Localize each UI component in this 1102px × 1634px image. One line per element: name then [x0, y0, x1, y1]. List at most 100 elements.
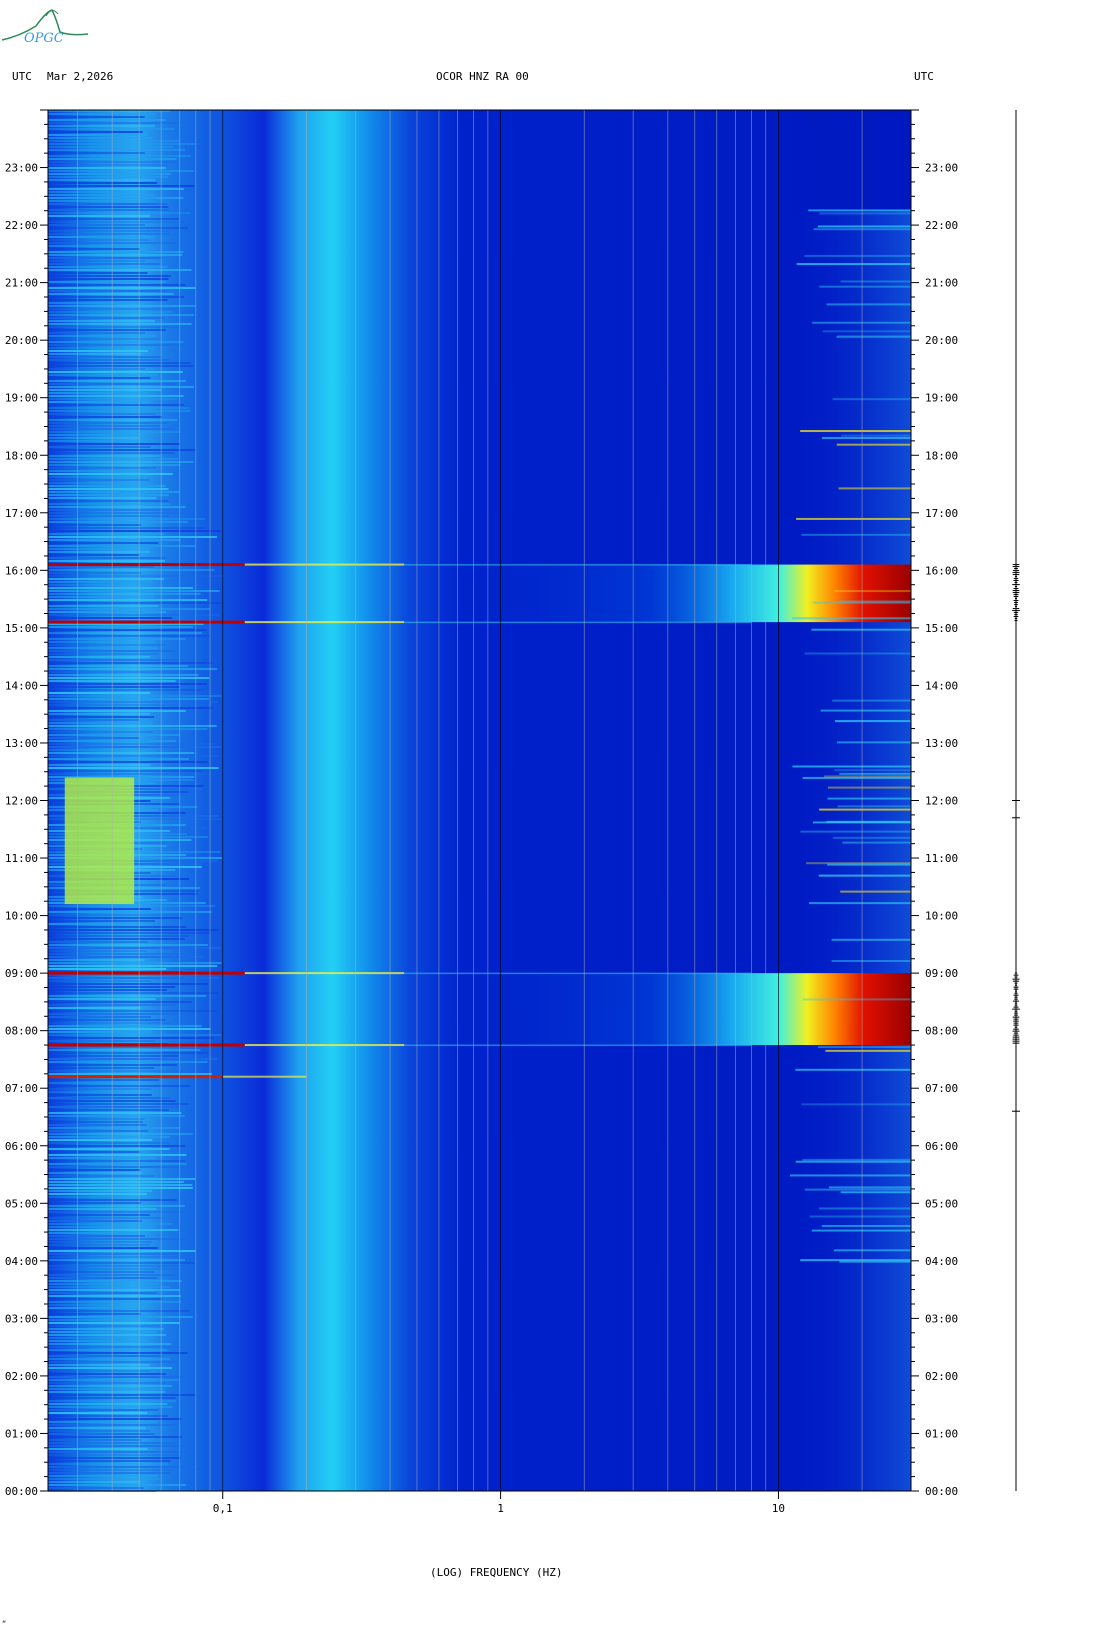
noise-streak: [48, 233, 171, 235]
noise-streak: [48, 1124, 147, 1126]
noise-streak: [48, 1139, 153, 1141]
noise-streak: [48, 668, 218, 670]
noise-streak: [48, 308, 181, 310]
y-tick-label-left: 14:00: [5, 679, 38, 692]
noise-streak: [48, 236, 155, 238]
noise-streak: [48, 272, 148, 274]
noise-streak: [48, 1163, 187, 1165]
noise-streak: [48, 524, 142, 526]
y-tick-label-right: 06:00: [925, 1140, 958, 1153]
noise-streak: [48, 422, 169, 424]
noise-streak: [48, 428, 175, 430]
noise-streak: [48, 1151, 141, 1153]
noise-streak: [48, 1205, 185, 1207]
noise-streak: [48, 1430, 151, 1432]
noise-streak: [48, 1049, 201, 1051]
noise-streak: [48, 1127, 180, 1129]
y-tick-label-right: 08:00: [925, 1025, 958, 1038]
noise-streak: [48, 1316, 193, 1318]
noise-streak: [48, 926, 187, 928]
noise-streak: [48, 1154, 187, 1156]
noise-streak: [48, 446, 151, 448]
noise-streak: [48, 1394, 196, 1396]
high-energy-low-frequency-patch: [64, 777, 135, 905]
noise-streak: [48, 1094, 152, 1096]
event-edge-line: [244, 972, 405, 975]
noise-streak: [48, 1112, 182, 1114]
noise-streak: [48, 1019, 166, 1021]
noise-streak: [48, 1466, 196, 1468]
noise-streak: [48, 1301, 182, 1303]
noise-streak: [48, 464, 181, 466]
noise-streak: [48, 1445, 187, 1447]
noise-streak: [48, 1268, 186, 1270]
plot-area: 00:00 00:00 01:00 01:00 02:00 02:00 03:00 03:00…: [5, 109, 1020, 1515]
noise-streak: [48, 1436, 182, 1438]
noise-streak: [48, 1229, 179, 1231]
noise-streak: [48, 509, 183, 511]
noise-streak: [48, 1373, 167, 1375]
high-frequency-speckle: [834, 590, 911, 593]
y-tick-label-right: 11:00: [925, 852, 958, 865]
y-tick-label-left: 15:00: [5, 622, 38, 635]
y-tick-label-left: 17:00: [5, 507, 38, 520]
event-edge-line: [48, 1043, 245, 1047]
noise-streak: [48, 1175, 155, 1177]
noise-streak: [48, 1421, 158, 1423]
noise-streak: [48, 305, 196, 307]
noise-streak: [48, 116, 145, 118]
noise-streak: [48, 590, 220, 592]
noise-streak: [48, 701, 218, 703]
noise-streak: [48, 605, 159, 607]
y-tick-label-right: 21:00: [925, 277, 958, 290]
noise-streak: [48, 125, 156, 127]
high-frequency-speckle: [834, 769, 911, 772]
noise-streak: [48, 485, 166, 487]
noise-streak: [48, 1274, 176, 1276]
noise-streak: [48, 1259, 185, 1261]
high-frequency-speckle: [818, 874, 911, 877]
noise-streak: [48, 1082, 142, 1084]
high-frequency-speckle: [819, 212, 911, 215]
noise-streak: [48, 1100, 176, 1102]
noise-streak: [48, 1310, 190, 1312]
event-edge-line: [244, 621, 405, 624]
noise-streak: [48, 1133, 193, 1135]
noise-streak: [48, 461, 194, 463]
noise-streak: [48, 515, 170, 517]
noise-streak: [48, 1397, 176, 1399]
high-frequency-speckle: [827, 863, 911, 866]
high-frequency-speckle: [802, 776, 911, 779]
noise-streak: [48, 1097, 172, 1099]
noise-streak: [48, 905, 216, 907]
y-tick-label-left: 18:00: [5, 449, 38, 462]
noise-streak: [48, 1157, 156, 1159]
high-frequency-speckle: [800, 430, 911, 433]
noise-streak: [48, 332, 146, 334]
noise-streak: [48, 1412, 148, 1414]
noise-streak: [48, 1055, 179, 1057]
noise-streak: [48, 1061, 208, 1063]
noise-streak: [48, 614, 220, 616]
noise-streak: [48, 659, 189, 661]
high-frequency-speckle: [842, 841, 911, 844]
y-tick-label-left: 11:00: [5, 852, 38, 865]
noise-streak: [48, 293, 174, 295]
noise-streak: [48, 1295, 181, 1297]
y-tick-label-right: 20:00: [925, 334, 958, 347]
high-frequency-speckle: [833, 1249, 911, 1252]
noise-streak: [48, 482, 148, 484]
noise-streak: [48, 1388, 164, 1390]
y-tick-label-left: 01:00: [5, 1427, 38, 1440]
noise-streak: [48, 1115, 185, 1117]
noise-streak: [48, 1247, 158, 1249]
noise-streak: [48, 182, 158, 184]
noise-streak: [48, 458, 178, 460]
noise-streak: [48, 953, 189, 955]
noise-streak: [48, 1319, 140, 1321]
noise-streak: [48, 671, 187, 673]
high-frequency-speckle: [836, 335, 911, 338]
noise-streak: [48, 203, 168, 205]
noise-streak: [48, 947, 221, 949]
noise-streak: [48, 572, 142, 574]
